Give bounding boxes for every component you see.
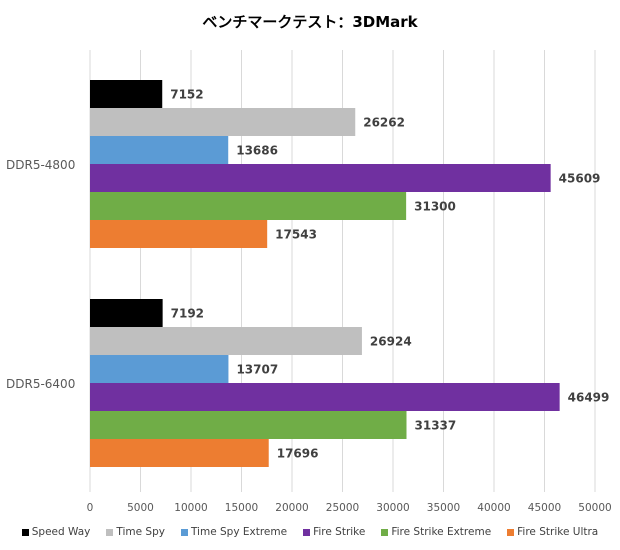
bar <box>90 108 356 136</box>
legend-label: Fire Strike Extreme <box>391 526 492 538</box>
bar <box>90 164 551 192</box>
x-tick-label: 45000 <box>528 502 561 514</box>
data-label: 45609 <box>559 172 601 186</box>
x-tick-label: 15000 <box>225 502 258 514</box>
legend-swatch-icon <box>21 528 29 536</box>
data-label: 7192 <box>171 307 204 321</box>
data-label: 46499 <box>568 391 610 405</box>
legend-swatch-icon <box>507 528 515 536</box>
legend-label: Time Spy <box>116 526 165 538</box>
x-tick-label: 30000 <box>376 502 409 514</box>
x-tick-label: 5000 <box>127 502 154 514</box>
legend-item: Time Spy <box>106 526 165 538</box>
legend-label: Time Spy Extreme <box>190 526 288 538</box>
data-label: 17696 <box>277 447 319 461</box>
legend-item: Fire Strike <box>303 526 365 538</box>
x-tick-label: 50000 <box>578 502 611 514</box>
bar <box>90 192 407 220</box>
data-label: 31300 <box>414 200 456 214</box>
legend-label: Speed Way <box>31 526 91 538</box>
data-label: 31337 <box>415 419 457 433</box>
category-label: DDR5-4800 <box>6 158 75 172</box>
legend-swatch-icon <box>106 528 114 536</box>
x-tick-label: 35000 <box>427 502 460 514</box>
bar <box>90 383 560 411</box>
bar <box>90 299 163 327</box>
bar <box>90 220 268 248</box>
legend-item: Fire Strike Ultra <box>507 526 598 538</box>
data-label: 7152 <box>170 88 203 102</box>
bar <box>90 411 407 439</box>
legend-swatch-icon <box>381 528 389 536</box>
bar-chart: 7152 26262 13686 45609 31300 17543 7192 26924 13… <box>6 50 612 514</box>
legend-label: Fire Strike Ultra <box>517 526 599 538</box>
legend: Speed Way Time Spy Time Spy Extreme Fire St… <box>0 526 620 538</box>
data-label: 26262 <box>363 116 405 130</box>
bar <box>90 136 229 164</box>
bar <box>90 327 362 355</box>
legend-swatch-icon <box>303 528 311 536</box>
data-label: 17543 <box>275 228 317 242</box>
legend-item: Speed Way <box>21 526 91 538</box>
x-tick-label: 20000 <box>275 502 308 514</box>
data-label: 26924 <box>370 335 412 349</box>
legend-item: Time Spy Extreme <box>180 526 288 538</box>
legend-label: Fire Strike <box>313 526 366 538</box>
data-label: 13686 <box>236 144 278 158</box>
chart-title: ベンチマークテスト：3DMark <box>202 13 418 31</box>
legend-swatch-icon <box>180 528 188 536</box>
category-label: DDR5-6400 <box>6 377 75 391</box>
x-tick-label: 40000 <box>477 502 510 514</box>
data-label: 13707 <box>236 363 278 377</box>
x-tick-label: 10000 <box>174 502 207 514</box>
legend-item: Fire Strike Extreme <box>381 526 491 538</box>
bar <box>90 355 229 383</box>
bar <box>90 439 269 467</box>
x-tick-label: 25000 <box>326 502 359 514</box>
x-tick-label: 0 <box>87 502 94 514</box>
bar <box>90 80 163 108</box>
